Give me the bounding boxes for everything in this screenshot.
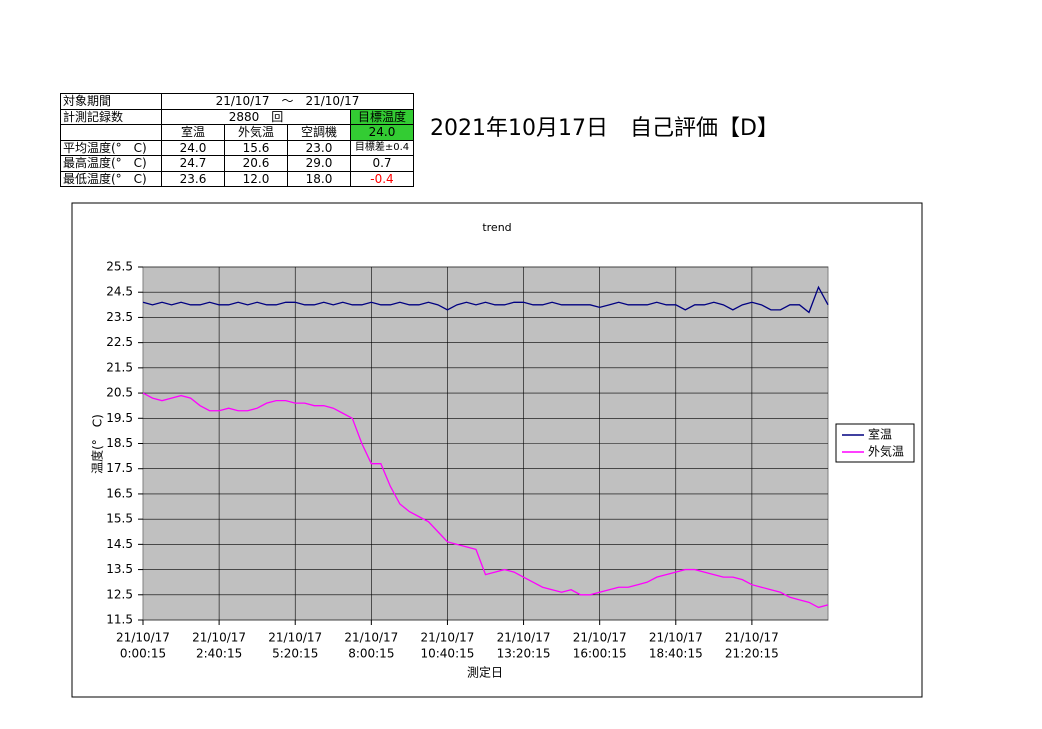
x-tick-label: 21:20:15 bbox=[725, 647, 779, 661]
y-tick-label: 12.5 bbox=[106, 587, 133, 601]
x-tick-label: 21/10/17 bbox=[116, 631, 170, 645]
x-tick-label: 21/10/17 bbox=[573, 631, 627, 645]
y-tick-label: 24.5 bbox=[106, 285, 133, 299]
cell: 23.6 bbox=[161, 170, 225, 187]
x-tick-label: 5:20:15 bbox=[272, 647, 318, 661]
cell: 20.6 bbox=[224, 155, 288, 172]
x-tick-label: 21/10/17 bbox=[192, 631, 246, 645]
y-tick-label: 21.5 bbox=[106, 360, 133, 374]
y-tick-label: 23.5 bbox=[106, 310, 133, 324]
legend-label: 室温 bbox=[868, 427, 892, 442]
y-tick-label: 25.5 bbox=[106, 260, 133, 274]
y-tick-label: 13.5 bbox=[106, 562, 133, 576]
x-tick-label: 0:00:15 bbox=[120, 647, 166, 661]
x-tick-label: 21/10/17 bbox=[649, 631, 703, 645]
x-axis-label: 測定日 bbox=[467, 665, 503, 680]
x-tick-label: 21/10/17 bbox=[420, 631, 474, 645]
cell: 12.0 bbox=[224, 170, 288, 187]
x-tick-label: 18:40:15 bbox=[649, 647, 703, 661]
y-tick-label: 11.5 bbox=[106, 613, 133, 627]
x-tick-label: 8:00:15 bbox=[348, 647, 394, 661]
cell: 24.7 bbox=[161, 155, 225, 172]
series-line bbox=[142, 285, 829, 314]
cell: 29.0 bbox=[287, 155, 351, 172]
legend bbox=[835, 423, 915, 463]
x-tick-label: 21/10/17 bbox=[725, 631, 779, 645]
chart-title: trend bbox=[482, 221, 511, 234]
y-tick-label: 20.5 bbox=[106, 386, 133, 400]
y-tick-label: 15.5 bbox=[106, 512, 133, 526]
y-tick-label: 14.5 bbox=[106, 537, 133, 551]
legend-label: 外気温 bbox=[868, 444, 904, 459]
cell: 18.0 bbox=[287, 170, 351, 187]
x-tick-label: 2:40:15 bbox=[196, 647, 242, 661]
page-title: 2021年10月17日 自己評価【D】 bbox=[430, 116, 779, 141]
cell: 目標温度 bbox=[350, 108, 414, 125]
series-line bbox=[142, 392, 829, 609]
x-tick-label: 21/10/17 bbox=[268, 631, 322, 645]
x-tick-label: 13:20:15 bbox=[497, 647, 551, 661]
y-tick-label: 22.5 bbox=[106, 335, 133, 349]
y-axis-label: 温度(° C) bbox=[90, 414, 105, 474]
x-tick-label: 10:40:15 bbox=[420, 647, 474, 661]
cell: -0.4 bbox=[350, 170, 414, 187]
y-tick-label: 16.5 bbox=[106, 486, 133, 500]
x-tick-label: 21/10/17 bbox=[497, 631, 551, 645]
y-tick-label: 17.5 bbox=[106, 461, 133, 475]
x-tick-label: 21/10/17 bbox=[344, 631, 398, 645]
y-tick-label: 18.5 bbox=[106, 436, 133, 450]
x-tick-label: 16:00:15 bbox=[573, 647, 627, 661]
cell: 最低温度(° C) bbox=[60, 170, 162, 187]
summary-table: 対象期間 21/10/17 ～ 21/10/17 計測記録数 2880 回目標温度 … bbox=[60, 93, 414, 187]
cell: 24.0 bbox=[350, 124, 414, 141]
y-tick-label: 19.5 bbox=[106, 411, 133, 425]
